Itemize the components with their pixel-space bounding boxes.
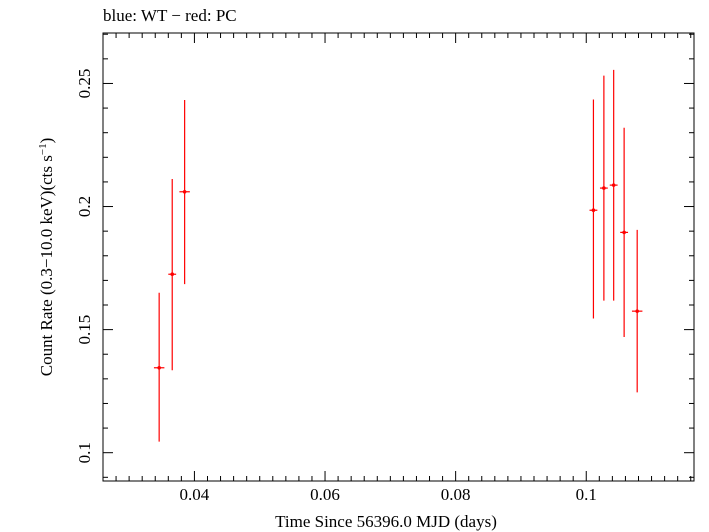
- y-axis-label: Count Rate (0.3−10.0 keV)(cts s−1): [37, 138, 56, 377]
- chart-title: blue: WT − red: PC: [103, 6, 237, 25]
- x-tick-label: 0.08: [441, 485, 471, 504]
- data-point: [631, 229, 643, 393]
- x-axis-label: Time Since 56396.0 MJD (days): [275, 512, 497, 531]
- tick-labels: 0.04 0.06 0.08 0.1 0.1 0.15 0.2 0.25: [75, 69, 597, 504]
- data-point: [153, 292, 165, 442]
- data-marker: [591, 208, 596, 213]
- y-tick-label: 0.25: [75, 69, 94, 99]
- x-tick-label: 0.06: [310, 485, 340, 504]
- data-point: [168, 178, 177, 371]
- y-axis-label-sup: −1: [37, 143, 49, 155]
- data-point: [599, 75, 608, 301]
- data-point: [609, 69, 618, 301]
- data-marker: [611, 183, 616, 187]
- x-tick-label: 0.04: [180, 485, 210, 504]
- data-point: [589, 99, 598, 319]
- plot-frame: [102, 32, 695, 482]
- data-marker: [622, 230, 626, 235]
- y-tick-label: 0.2: [75, 196, 94, 217]
- y-axis-label-tail: ): [37, 138, 56, 144]
- data-point: [620, 127, 629, 337]
- data-point: [179, 99, 190, 285]
- data-points: [153, 69, 643, 442]
- axis-ticks: [102, 33, 694, 481]
- y-tick-label: 0.15: [75, 315, 94, 345]
- data-marker: [170, 272, 175, 277]
- data-marker: [182, 189, 187, 194]
- y-tick-label: 0.1: [75, 442, 94, 463]
- x-tick-label: 0.1: [576, 485, 597, 504]
- y-axis-label-main: Count Rate (0.3−10.0 keV)(cts s: [37, 155, 56, 376]
- data-marker: [635, 309, 639, 313]
- data-marker: [602, 186, 606, 190]
- data-marker: [157, 365, 161, 370]
